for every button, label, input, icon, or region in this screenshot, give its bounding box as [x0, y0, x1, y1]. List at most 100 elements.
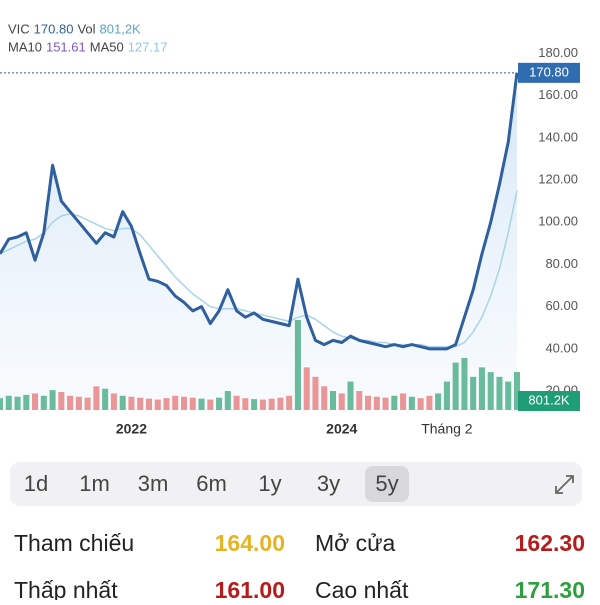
- legend-text: MA10: [8, 39, 42, 54]
- volume-bar: [408, 396, 415, 410]
- period-button[interactable]: 1y: [258, 471, 281, 496]
- volume-bar: [382, 397, 389, 410]
- price-badge-text: 170.80: [529, 64, 569, 79]
- volume-bar: [32, 393, 39, 410]
- period-button[interactable]: 1d: [24, 471, 48, 496]
- y-tick-label: 60.00: [545, 298, 578, 313]
- volume-bar: [102, 388, 109, 410]
- series-line: [0, 72, 519, 351]
- y-tick-label: 180.00: [538, 45, 578, 60]
- stat-value: 171.30: [515, 577, 585, 600]
- period-button[interactable]: 1m: [79, 471, 110, 496]
- legend-text: 170.80: [34, 21, 74, 36]
- volume-bar: [163, 398, 170, 410]
- period-button[interactable]: 5y: [375, 471, 398, 496]
- volume-bar: [505, 381, 512, 410]
- period-button[interactable]: 3m: [138, 471, 169, 496]
- stat-label: Tham chiếu: [14, 530, 134, 556]
- volume-bar: [40, 395, 47, 410]
- legend-text: MA50: [90, 39, 124, 54]
- legend-text: 127.17: [128, 39, 168, 54]
- volume-bar: [347, 381, 354, 410]
- stat-value: 161.00: [215, 577, 285, 600]
- volume-bar: [461, 357, 468, 410]
- period-button[interactable]: 6m: [196, 471, 227, 496]
- volume-bar: [478, 367, 485, 410]
- volume-bar: [356, 391, 363, 410]
- volume-bar: [303, 367, 310, 410]
- volume-bar: [14, 396, 21, 410]
- volume-bar: [5, 395, 12, 410]
- volume-bar: [373, 396, 380, 410]
- expand-icon[interactable]: [555, 475, 574, 494]
- volume-bar: [277, 397, 284, 410]
- y-tick-label: 120.00: [538, 171, 578, 186]
- volume-bar: [119, 395, 126, 410]
- volume-bar: [110, 393, 117, 410]
- volume-bar: [443, 381, 450, 410]
- volume-bar: [391, 395, 398, 410]
- y-tick-label: 100.00: [538, 214, 578, 229]
- volume-bar: [338, 393, 345, 410]
- y-tick-label: 140.00: [538, 129, 578, 144]
- volume-bar: [0, 398, 4, 410]
- volume-bar: [207, 399, 214, 410]
- volume-bar: [329, 391, 336, 410]
- period-selected: [365, 466, 409, 502]
- volume-bar: [242, 398, 249, 410]
- volume-bar: [181, 396, 188, 410]
- volume-bar: [365, 395, 372, 410]
- y-tick-label: 160.00: [538, 87, 578, 102]
- stat-value: 164.00: [215, 530, 285, 556]
- volume-bar: [513, 372, 521, 410]
- volume-bar: [496, 376, 503, 410]
- volume-bar: [67, 395, 74, 410]
- volume-bar: [233, 395, 240, 410]
- stat-value: 162.30: [515, 530, 585, 556]
- volume-bar: [224, 391, 231, 410]
- x-tick-label: Tháng 2: [421, 421, 473, 437]
- volume-bar: [426, 395, 433, 410]
- legend-text: 151.61: [46, 39, 86, 54]
- volume-bar: [23, 394, 30, 410]
- volume-bar: [400, 393, 407, 410]
- period-button[interactable]: 3y: [317, 471, 340, 496]
- stat-label: Thấp nhất: [14, 577, 118, 600]
- legend-text: VIC: [8, 21, 30, 36]
- volume-bar: [259, 399, 266, 410]
- volume-badge: [518, 391, 580, 411]
- series-line: [0, 190, 518, 348]
- volume-bar: [312, 376, 319, 410]
- volume-bar: [294, 320, 301, 410]
- volume-bar: [286, 395, 293, 410]
- volume-bar: [452, 362, 459, 410]
- volume-bar: [435, 393, 442, 410]
- price-badge: [518, 62, 580, 83]
- stat-label: Mở cửa: [315, 530, 396, 556]
- volume-bar: [216, 397, 223, 410]
- volume-bar: [49, 390, 56, 410]
- legend-text: 801,2K: [100, 21, 142, 36]
- stat-label: Cao nhất: [315, 577, 409, 600]
- period-bar: [10, 462, 582, 506]
- volume-bar: [137, 397, 144, 410]
- volume-badge-text: 801.2K: [528, 392, 570, 407]
- volume-bar: [470, 376, 477, 410]
- y-tick-label: 40.00: [545, 340, 578, 355]
- x-tick-label: 2022: [116, 421, 147, 437]
- volume-bar: [58, 392, 65, 410]
- volume-bar: [75, 396, 82, 410]
- volume-bar: [321, 386, 328, 410]
- price-area: [0, 72, 517, 411]
- x-tick-label: 2024: [326, 421, 357, 437]
- volume-bar: [145, 398, 152, 410]
- volume-bar: [154, 399, 161, 410]
- volume-bar: [417, 398, 424, 410]
- volume-bar: [172, 395, 179, 410]
- y-tick-label: 80.00: [545, 256, 578, 271]
- volume-bar: [198, 398, 205, 410]
- volume-bar: [189, 397, 196, 410]
- volume-bar: [251, 399, 258, 410]
- legend-text: Vol: [77, 21, 95, 36]
